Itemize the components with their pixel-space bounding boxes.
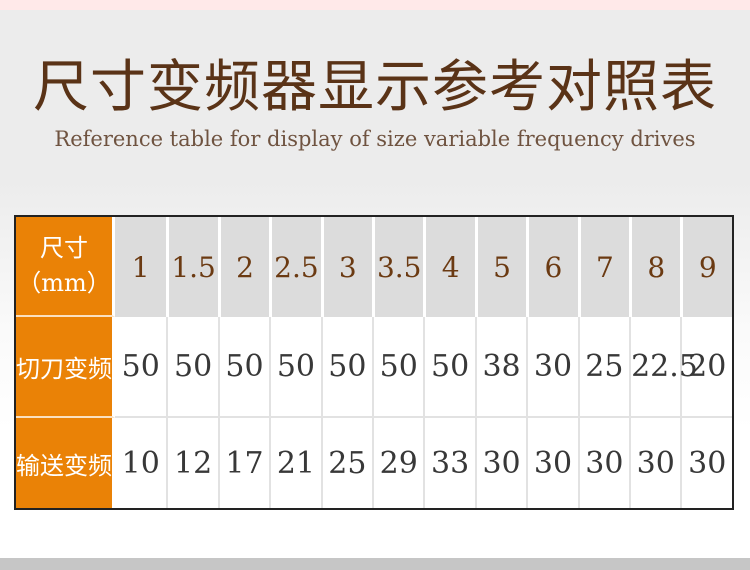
value-cell: 22.5 — [629, 317, 698, 418]
value-cell: 50 — [217, 317, 270, 418]
title-block: 尺寸变频器显示参考对照表 Reference table for display… — [0, 54, 750, 151]
size-column-header: 1.5 — [166, 217, 218, 317]
value-cell: 30 — [577, 418, 630, 508]
value-cell: 50 — [166, 317, 218, 418]
value-cell: 29 — [372, 418, 424, 508]
value-cell: 30 — [526, 418, 578, 508]
table-header-row: 尺寸 （mm） 1 1.5 2 2.5 3 3.5 4 5 6 7 8 9 — [16, 217, 732, 317]
size-column-header: 2.5 — [269, 217, 321, 317]
value-cell: 20 — [680, 317, 732, 418]
bottom-strip — [0, 558, 750, 570]
value-cell: 30 — [474, 418, 527, 508]
page-subtitle: Reference table for display of size vari… — [54, 127, 696, 152]
table-row: 输送变频 10 12 17 21 25 29 33 30 30 30 30 30 — [16, 418, 732, 508]
size-column-header: 1 — [115, 217, 167, 317]
reference-table: 尺寸 （mm） 1 1.5 2 2.5 3 3.5 4 5 6 7 8 9 切刀变频 50 50 50 50 50 50… — [14, 215, 734, 510]
value-cell: 33 — [423, 418, 475, 508]
size-column-header: 3 — [320, 217, 373, 317]
value-cell: 50 — [269, 317, 321, 418]
value-cell: 17 — [217, 418, 270, 508]
value-cell: 10 — [115, 418, 167, 508]
row-label-cell: 输送变频 — [16, 418, 115, 508]
value-cell: 21 — [269, 418, 321, 508]
size-column-header: 4 — [423, 217, 475, 317]
table-row: 切刀变频 50 50 50 50 50 50 50 38 30 25 22.5 20 — [16, 317, 732, 418]
row-label-cell: 切刀变频 — [16, 317, 115, 418]
size-unit-header-line2: （mm） — [17, 269, 111, 297]
size-column-header: 6 — [526, 217, 578, 317]
value-cell: 30 — [680, 418, 732, 508]
value-cell: 30 — [526, 317, 578, 418]
size-column-header: 9 — [680, 217, 732, 317]
value-cell: 25 — [320, 418, 373, 508]
size-column-header: 2 — [217, 217, 270, 317]
size-column-header: 7 — [577, 217, 630, 317]
size-column-header: 3.5 — [372, 217, 424, 317]
value-cell: 50 — [423, 317, 475, 418]
value-cell: 25 — [577, 317, 630, 418]
page-title: 尺寸变频器显示参考对照表 — [33, 55, 717, 120]
value-cell: 50 — [320, 317, 373, 418]
size-column-header: 8 — [629, 217, 681, 317]
top-strip — [0, 0, 750, 10]
value-cell: 12 — [166, 418, 218, 508]
value-cell: 50 — [372, 317, 424, 418]
size-column-header: 5 — [474, 217, 527, 317]
size-unit-header-cell: 尺寸 （mm） — [16, 217, 115, 317]
value-cell: 50 — [115, 317, 167, 418]
value-cell: 30 — [629, 418, 681, 508]
value-cell: 38 — [474, 317, 527, 418]
size-unit-header-line1: 尺寸 — [40, 234, 88, 263]
